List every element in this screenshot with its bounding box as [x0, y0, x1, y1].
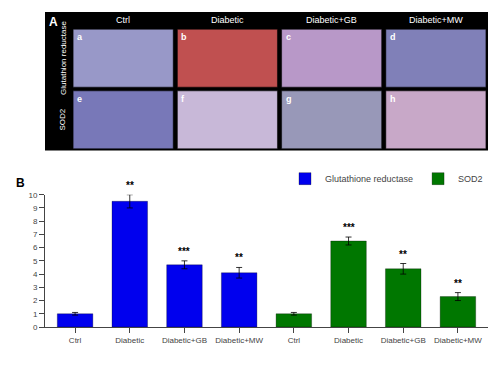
svg-text:A: A — [49, 15, 58, 29]
svg-text:Glutathion reductase: Glutathion reductase — [59, 21, 68, 95]
svg-text:0: 0 — [33, 323, 38, 332]
svg-text:Glutathione reductase: Glutathione reductase — [325, 174, 413, 184]
svg-text:Diabetic+MW: Diabetic+MW — [215, 336, 263, 345]
svg-text:***: *** — [178, 246, 190, 257]
svg-text:**: ** — [399, 249, 407, 260]
svg-text:SOD2: SOD2 — [458, 174, 483, 184]
svg-text:c: c — [286, 32, 291, 42]
svg-text:Ctrl: Ctrl — [69, 336, 82, 345]
svg-text:Diabetic: Diabetic — [334, 336, 363, 345]
svg-text:d: d — [390, 32, 396, 42]
svg-text:g: g — [286, 94, 292, 104]
svg-text:Diabetic+GB: Diabetic+GB — [381, 336, 426, 345]
svg-text:Diabetic: Diabetic — [115, 336, 144, 345]
svg-text:SOD2: SOD2 — [58, 108, 67, 130]
svg-text:h: h — [390, 94, 396, 104]
svg-text:Diabetic+MW: Diabetic+MW — [434, 336, 482, 345]
svg-text:B: B — [16, 176, 25, 190]
svg-text:**: ** — [454, 278, 462, 289]
svg-text:1: 1 — [33, 310, 38, 319]
svg-text:4: 4 — [33, 270, 38, 279]
svg-text:7: 7 — [33, 230, 38, 239]
svg-text:5: 5 — [33, 257, 38, 266]
svg-text:Ctrl: Ctrl — [116, 15, 130, 25]
svg-text:e: e — [77, 94, 82, 104]
svg-text:Diabetic+GB: Diabetic+GB — [162, 336, 207, 345]
svg-text:b: b — [181, 32, 187, 42]
svg-text:8: 8 — [33, 217, 38, 226]
svg-text:9: 9 — [33, 204, 38, 213]
svg-text:10: 10 — [28, 191, 37, 200]
svg-text:***: *** — [343, 222, 355, 233]
svg-text:Diabetic+GB: Diabetic+GB — [306, 15, 357, 25]
svg-text:Diabetic+MW: Diabetic+MW — [409, 15, 463, 25]
svg-text:Diabetic: Diabetic — [211, 15, 244, 25]
svg-text:f: f — [181, 94, 185, 104]
svg-text:2: 2 — [33, 296, 38, 305]
svg-text:a: a — [77, 32, 83, 42]
svg-text:6: 6 — [33, 243, 38, 252]
svg-text:**: ** — [126, 180, 134, 191]
svg-text:**: ** — [235, 252, 243, 263]
svg-text:3: 3 — [33, 283, 38, 292]
svg-text:Ctrl: Ctrl — [288, 336, 301, 345]
